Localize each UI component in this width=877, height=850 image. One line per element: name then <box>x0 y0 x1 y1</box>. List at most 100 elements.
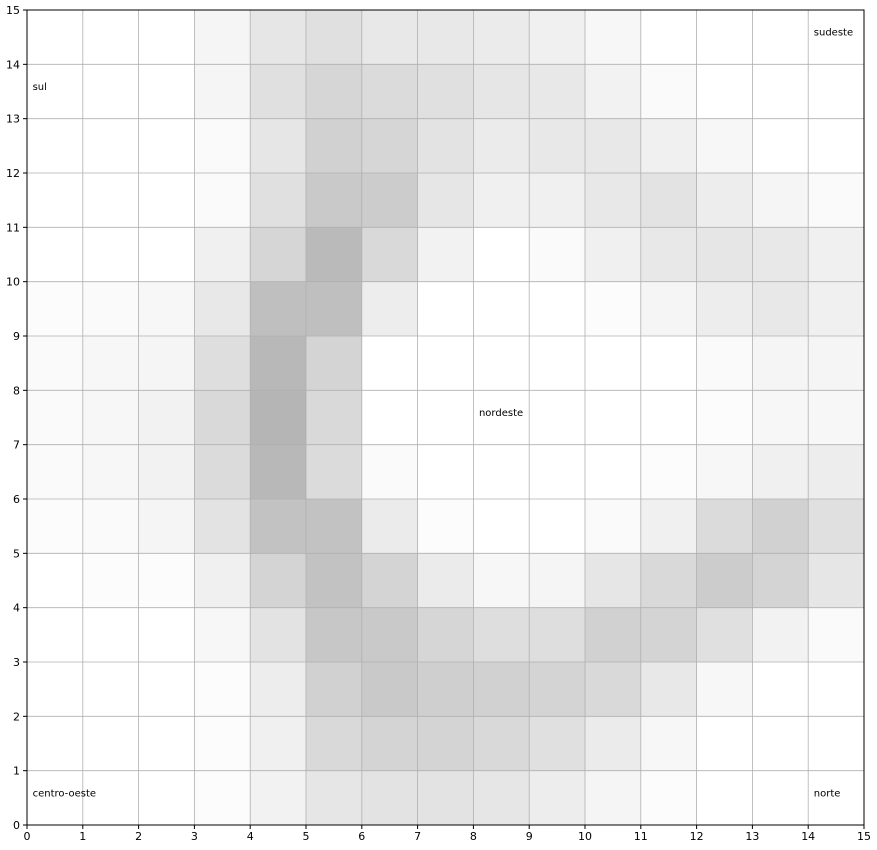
heatmap-cell <box>82 10 140 65</box>
heatmap-cell <box>752 227 809 283</box>
heatmap-cell <box>82 173 140 228</box>
heatmap-cell <box>82 118 140 174</box>
heatmap-cell <box>250 662 307 717</box>
heatmap-cell <box>250 173 307 228</box>
y-tick-label: 14 <box>6 58 20 71</box>
heatmap-cell <box>417 390 474 446</box>
heatmap-cell <box>27 607 84 663</box>
heatmap-cell <box>250 607 307 663</box>
heatmap-cell <box>529 444 586 500</box>
heatmap-cell <box>808 553 865 609</box>
heatmap-cell <box>808 281 865 337</box>
heatmap-cell <box>82 662 140 717</box>
heatmap-cell <box>585 444 642 500</box>
heatmap-cell <box>696 607 753 663</box>
heatmap-cell <box>194 444 251 500</box>
heatmap-cell <box>696 770 753 826</box>
heatmap-cell <box>27 444 84 500</box>
x-axis-ticks: 0 1 2 3 4 5 6 7 8 9 10 11 12 13 14 15 <box>24 825 871 843</box>
heatmap-cell <box>417 607 474 663</box>
heatmap-cell <box>640 227 698 283</box>
heatmap-cell <box>585 336 642 391</box>
heatmap-cell <box>585 64 642 120</box>
heatmap-cell <box>585 553 642 609</box>
heatmap-cell <box>696 716 753 772</box>
heatmap-cell <box>529 227 586 283</box>
x-tick-label: 15 <box>857 830 871 843</box>
heatmap-cell <box>808 499 865 554</box>
heatmap-cell <box>194 10 251 65</box>
heatmap-cell <box>250 390 307 446</box>
x-tick-label: 14 <box>801 830 815 843</box>
heatmap-cell <box>138 64 195 120</box>
heatmap-cell <box>27 499 84 554</box>
heatmap-cell <box>82 716 140 772</box>
heatmap-cell <box>417 227 474 283</box>
heatmap-cell <box>808 64 865 120</box>
heatmap-cell <box>306 607 363 663</box>
heatmap-cell <box>138 553 195 609</box>
heatmap-cell <box>473 553 530 609</box>
heatmap-cell <box>473 281 530 337</box>
heatmap-cell <box>361 64 419 120</box>
heatmap-cell <box>808 173 865 228</box>
heatmap-cell <box>417 173 474 228</box>
region-annotation-norte: norte <box>814 788 841 799</box>
annotations: sudeste sul nordeste centro-oeste norte <box>33 28 854 800</box>
heatmap-cell <box>250 118 307 174</box>
heatmap-cell <box>194 173 251 228</box>
y-tick-label: 0 <box>13 819 20 832</box>
heatmap-cell <box>640 607 698 663</box>
heatmap-cell <box>529 716 586 772</box>
heatmap-cell <box>194 118 251 174</box>
heatmap-cell <box>361 553 419 609</box>
heatmap-cell <box>529 336 586 391</box>
heatmap-cell <box>138 281 195 337</box>
heatmap-cell <box>473 499 530 554</box>
heatmap-cell <box>82 281 140 337</box>
region-annotation-nordeste: nordeste <box>479 408 523 419</box>
heatmap-cell <box>640 281 698 337</box>
heatmap-cell <box>808 336 865 391</box>
x-tick-label: 1 <box>79 830 86 843</box>
heatmap-cell <box>82 607 140 663</box>
heatmap-cell <box>473 390 530 446</box>
heatmap-cell <box>250 281 307 337</box>
heatmap-cell <box>529 281 586 337</box>
heatmap-cell <box>808 770 865 826</box>
region-annotation-centro-oeste: centro-oeste <box>33 788 96 799</box>
heatmap-cell <box>696 553 753 609</box>
heatmap-cell <box>752 444 809 500</box>
heatmap-cell <box>194 716 251 772</box>
heatmap-cell <box>585 770 642 826</box>
heatmap-cell <box>27 281 84 337</box>
heatmap-cell <box>27 770 84 826</box>
heatmap-cell <box>306 553 363 609</box>
heatmap-cell <box>306 173 363 228</box>
heatmap-cell <box>417 10 474 65</box>
heatmap-cell <box>138 173 195 228</box>
heatmap-cell <box>640 173 698 228</box>
heatmap-cell <box>696 10 753 65</box>
y-tick-label: 6 <box>13 493 20 506</box>
heatmap-cell <box>138 770 195 826</box>
heatmap-cell <box>27 662 84 717</box>
heatmap-cell <box>529 10 586 65</box>
heatmap-cell <box>640 10 698 65</box>
y-tick-label: 2 <box>13 710 20 723</box>
heatmap-cell <box>585 227 642 283</box>
heatmap-cell <box>361 227 419 283</box>
heatmap-cell <box>529 662 586 717</box>
heatmap-cell <box>752 499 809 554</box>
heatmap-cell <box>27 118 84 174</box>
heatmap-cell <box>27 227 84 283</box>
heatmap-cell <box>250 499 307 554</box>
heatmap-cell <box>473 64 530 120</box>
heatmap-cell <box>640 336 698 391</box>
y-tick-label: 5 <box>13 547 20 560</box>
x-tick-label: 13 <box>745 830 759 843</box>
y-tick-label: 1 <box>13 765 20 778</box>
heatmap-cell <box>808 607 865 663</box>
heatmap-cell <box>696 227 753 283</box>
